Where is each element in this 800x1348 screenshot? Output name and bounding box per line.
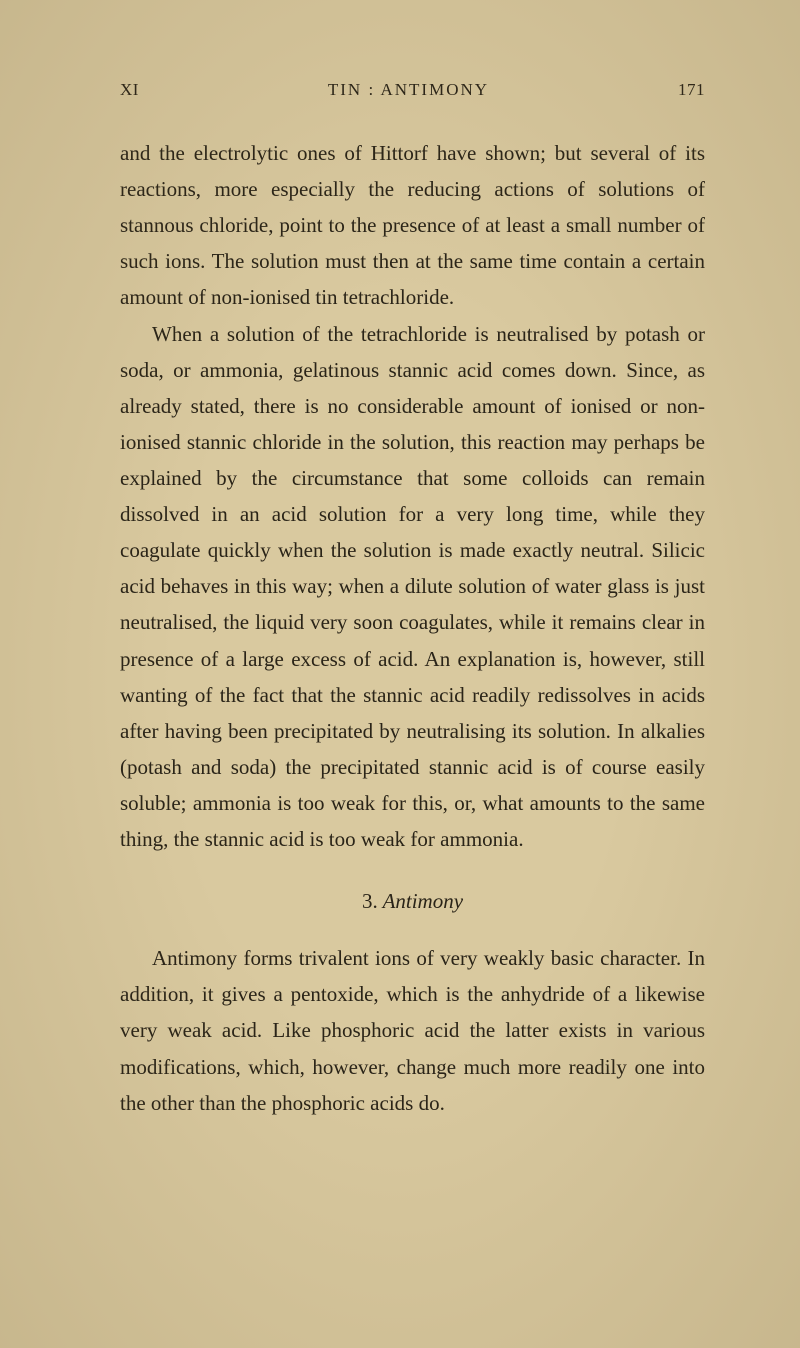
chapter-number: XI (120, 80, 139, 100)
body-paragraph-2: When a solution of the tetrachloride is … (120, 316, 705, 858)
section-heading: 3. Antimony (120, 889, 705, 914)
running-title: TIN : ANTIMONY (328, 80, 489, 100)
page-container: XI TIN : ANTIMONY 171 and the electrolyt… (0, 0, 800, 1181)
body-paragraph-1: and the electrolytic ones of Hittorf hav… (120, 135, 705, 316)
page-header: XI TIN : ANTIMONY 171 (120, 80, 705, 100)
section-number: 3. (362, 889, 378, 913)
body-paragraph-3: Antimony forms trivalent ions of very we… (120, 940, 705, 1121)
section-title: Antimony (383, 889, 463, 913)
page-number: 171 (678, 80, 705, 100)
